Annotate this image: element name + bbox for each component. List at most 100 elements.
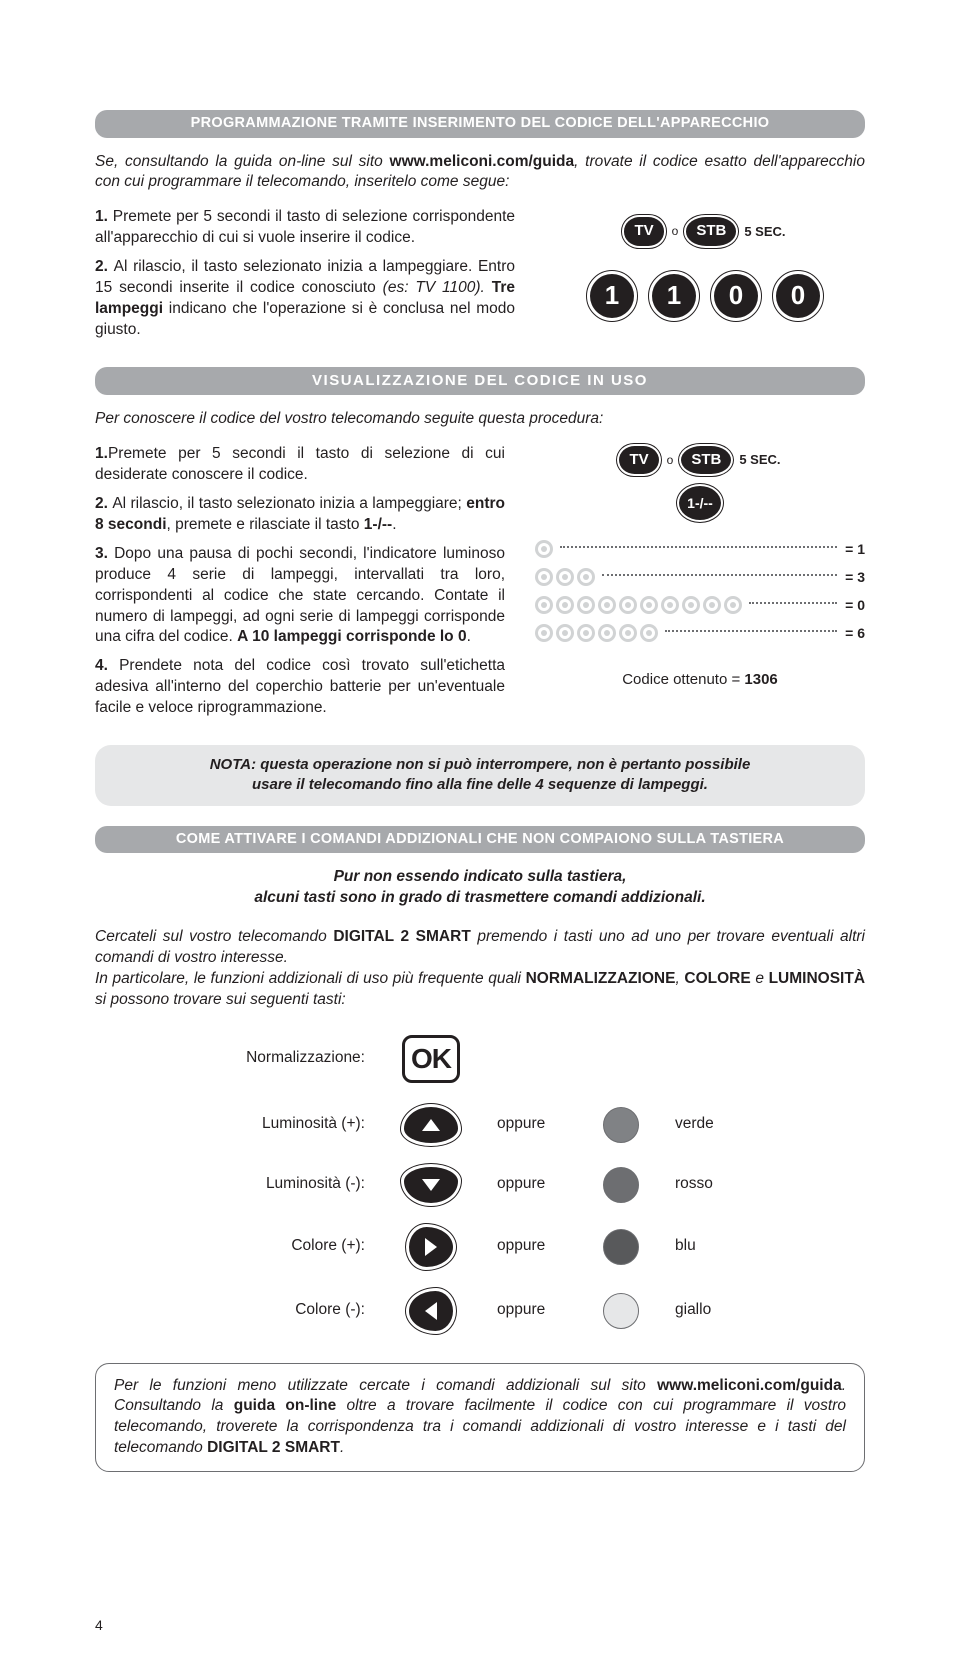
func-label: Luminosità (-): [215,1174,365,1195]
blink-count-label: = 0 [841,596,865,615]
func-label: Normalizzazione: [215,1048,365,1069]
step-2-3: 3. Dopo una pausa di pochi secondi, l'in… [95,544,505,649]
stb-button-icon: STB [686,217,736,245]
text: Cercateli sul vostro telecomando [95,928,333,945]
step-text: Premete per 5 secondi il tasto di selezi… [95,208,515,246]
arrow-left-icon [409,1291,453,1331]
text: . [467,628,471,645]
dots-fill [560,546,837,548]
dots-fill [602,574,837,576]
intro-paragraph-1: Se, consultando la guida on-line sul sit… [95,152,865,194]
blink-icon [535,568,553,586]
blink-icon [577,568,595,586]
text: , premete e rilasciate il tasto [167,516,364,533]
text: In particolare, le funzioni addizionali … [95,970,526,987]
tv-button-icon: TV [624,217,663,245]
func-row-colplus: Colore (+): oppure blu [215,1227,865,1267]
color-dot-blue-icon [603,1229,639,1265]
blink-diagram: = 1= 3= 0= 6 [535,532,865,650]
subtitle-line-1: Pur non essendo indicato sulla tastiera, [95,867,865,888]
text: e [751,970,769,987]
url-text: www.meliconi.com/guida [390,153,575,170]
bold-text: 1-/-- [364,516,392,533]
step-2-1: 1.Premete per 5 secondi il tasto di sele… [95,444,505,486]
code-value: 1306 [744,671,777,688]
color-label: blu [675,1236,696,1257]
digit-icon: 0 [714,274,758,318]
blink-icon [556,596,574,614]
button-hint-row: TV o STB 5 SEC. [619,446,780,474]
product-name: DIGITAL 2 SMART [207,1439,340,1456]
blink-count-label: = 1 [841,540,865,559]
note-box: NOTA: questa operazione non si può inter… [95,745,865,806]
blink-icon [598,624,616,642]
note-line-2: usare il telecomando fino alla fine dell… [125,775,835,795]
dots-fill [749,602,837,604]
blink-icon [724,596,742,614]
color-label: giallo [675,1300,711,1321]
or-label: oppure [497,1114,567,1135]
blink-icon [703,596,721,614]
or-label: oppure [497,1174,567,1195]
code-obtained-label: Codice ottenuto = 1306 [622,670,778,690]
digit-icon: 1 [590,274,634,318]
intro-paragraph-2: Per conoscere il codice del vostro telec… [95,409,865,430]
or-label: oppure [497,1236,567,1257]
dash-button-icon: 1-/-- [679,486,721,520]
text: si possono trovare sui seguenti tasti: [95,991,346,1008]
blink-icon [640,624,658,642]
step-number: 2. [95,495,112,512]
step-number: 1. [95,445,108,462]
blink-icon [682,596,700,614]
step-number: 1. [95,208,113,225]
subtitle-line-2: alcuni tasti sono in grado di trasmetter… [95,888,865,909]
ok-button-icon: OK [402,1035,460,1083]
text: Al rilascio, il tasto selezionato inizia… [112,495,466,512]
digit-icon: 0 [776,274,820,318]
blink-icon [577,624,595,642]
subtitle-3: Pur non essendo indicato sulla tastiera,… [95,867,865,909]
or-label: oppure [497,1300,567,1321]
bold-text: guida on-line [234,1397,336,1414]
color-dot-yellow-icon [603,1293,639,1329]
stb-button-icon: STB [681,446,731,474]
page-number: 4 [95,1616,103,1635]
step-1-2: 2. Al rilascio, il tasto selezionato ini… [95,257,515,341]
blink-icon [535,624,553,642]
tv-button-icon: TV [619,446,658,474]
text: Se, consultando la guida on-line sul sit… [95,153,390,170]
blink-icon [556,624,574,642]
func-label: Colore (+): [215,1236,365,1257]
func-row-colminus: Colore (-): oppure giallo [215,1291,865,1331]
duration-label: 5 SEC. [744,223,785,241]
step-2-4: 4. Prendete nota del codice così trovato… [95,656,505,719]
bold-text: A 10 lampeggi corrisponde lo 0 [237,628,466,645]
step-text: Prendete nota del codice così trovato su… [95,657,505,716]
color-dot-green-icon [603,1107,639,1143]
bold-text: LUMINOSITÀ [769,970,865,987]
step-text: Premete per 5 secondi il tasto di selezi… [95,445,505,483]
blink-icon [598,596,616,614]
step-number: 4. [95,657,119,674]
arrow-down-icon [404,1167,458,1203]
section-header-2: VISUALIZZAZIONE DEL CODICE IN USO [95,367,865,395]
color-label: rosso [675,1174,713,1195]
blink-icon [577,596,595,614]
blink-count-label: = 6 [841,624,865,643]
blink-icon [661,596,679,614]
text: Per le funzioni meno utilizzate cercate … [114,1377,657,1394]
arrow-right-icon [409,1227,453,1267]
bold-text: COLORE [684,970,750,987]
duration-label: 5 SEC. [739,451,780,469]
func-row-normal: Normalizzazione: OK [215,1035,865,1083]
step-number: 3. [95,545,114,562]
or-label: o [672,223,679,239]
func-label: Colore (-): [215,1300,365,1321]
note-line-1: NOTA: questa operazione non si può inter… [125,755,835,775]
digit-icon: 1 [652,274,696,318]
dots-fill [665,630,837,632]
func-label: Luminosità (+): [215,1114,365,1135]
blink-line: = 1 [535,538,865,560]
blink-icon [535,540,553,558]
color-dot-red-icon [603,1167,639,1203]
